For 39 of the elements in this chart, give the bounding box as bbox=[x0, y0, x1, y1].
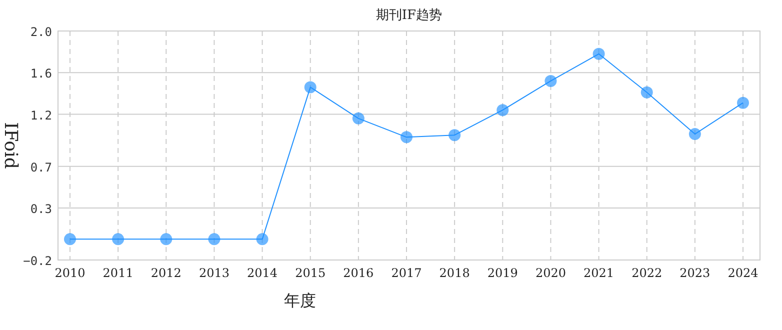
point bbox=[208, 233, 220, 246]
x-axis-title: 年度 bbox=[284, 291, 316, 310]
y-tick-label: 1.2 bbox=[30, 108, 52, 122]
point bbox=[400, 131, 412, 144]
x-tick-label: 2018 bbox=[439, 266, 470, 280]
y-tick-label: −0.2 bbox=[23, 254, 52, 268]
x-tick-label: 2010 bbox=[54, 266, 86, 280]
y-tick-label: 2.0 bbox=[30, 25, 52, 39]
point bbox=[304, 81, 316, 94]
x-tick-label: 2013 bbox=[198, 266, 230, 280]
y-tick-label: 0.3 bbox=[30, 202, 52, 216]
y-tick-label: 0.7 bbox=[30, 160, 52, 174]
point bbox=[737, 96, 749, 109]
point bbox=[496, 104, 509, 116]
x-tick-label: 2022 bbox=[632, 266, 662, 280]
x-tick-label: 2024 bbox=[728, 266, 759, 280]
x-tick-label: 2014 bbox=[247, 266, 278, 280]
y-tick-label: 1.6 bbox=[30, 66, 52, 81]
point bbox=[112, 233, 124, 246]
point bbox=[544, 74, 557, 87]
point bbox=[160, 233, 172, 246]
point bbox=[448, 129, 461, 142]
point bbox=[592, 48, 605, 60]
point bbox=[352, 112, 364, 124]
x-tick-label: 2016 bbox=[343, 266, 374, 280]
x-tick-label: 2012 bbox=[150, 266, 182, 280]
point bbox=[688, 128, 701, 140]
x-tick-label: 2021 bbox=[584, 266, 614, 280]
x-tick-label: 2015 bbox=[295, 266, 326, 280]
x-tick-label: 2017 bbox=[391, 266, 422, 280]
y-axis-title: IFoid bbox=[0, 122, 21, 169]
x-tick-label: 2020 bbox=[535, 266, 566, 280]
chart-title: 期刊IF趋势 bbox=[376, 8, 442, 23]
x-tick-label: 2019 bbox=[487, 266, 518, 280]
x-tick-label: 2011 bbox=[102, 266, 134, 280]
point bbox=[64, 233, 76, 246]
point bbox=[640, 86, 653, 98]
x-tick-label: 2023 bbox=[680, 266, 710, 280]
point bbox=[256, 233, 268, 246]
